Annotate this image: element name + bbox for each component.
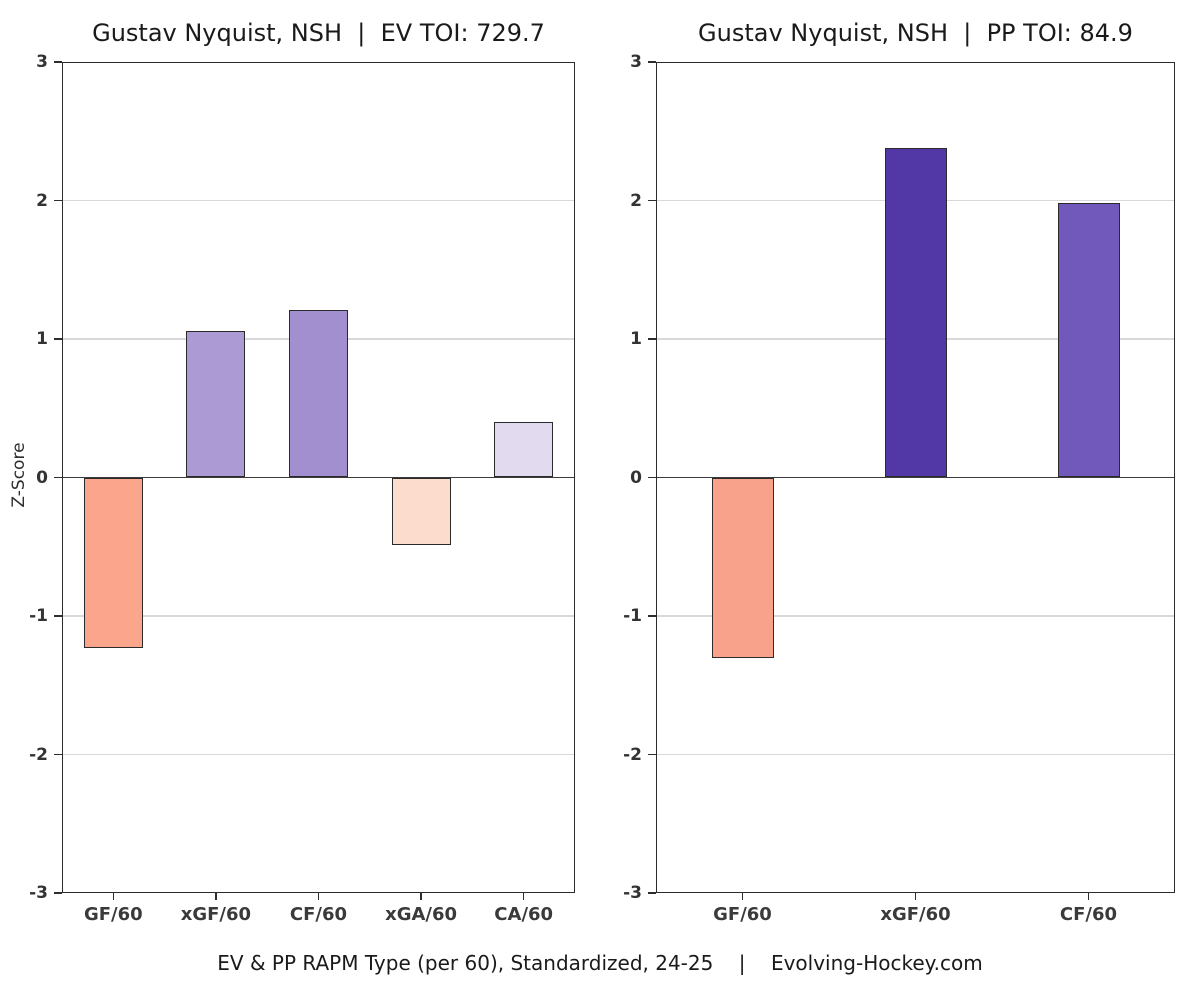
y-tick-label-1: 1: [36, 329, 48, 349]
y-tick-label--3: -3: [29, 883, 48, 903]
y-tick-mark-3: [648, 61, 656, 63]
x-tick-label-cf-60: CF/60: [1059, 904, 1118, 925]
x-tick-mark-ca-60: [522, 893, 525, 900]
x-tick-label-xga-60: xGA/60: [385, 904, 458, 925]
x-tick-label-gf-60: GF/60: [713, 904, 772, 925]
y-tick-label--2: -2: [29, 744, 48, 765]
y-tick-mark-0: [648, 476, 656, 479]
gridline-y--1: [62, 615, 575, 617]
y-tick-mark-2: [54, 199, 62, 202]
x-tick-label-xgf-60: xGF/60: [880, 904, 951, 925]
bar-gf-60: [711, 477, 774, 658]
x-tick-label-xgf-60: xGF/60: [180, 904, 252, 925]
zero-line: [656, 476, 1175, 479]
x-tick-mark-cf-60: [1087, 893, 1090, 900]
gridline-y--2: [656, 753, 1175, 756]
y-tick-mark-3: [54, 61, 62, 63]
y-tick-mark--3: [54, 892, 62, 894]
bar-ca-60: [494, 422, 554, 478]
y-tick-label-1: 1: [630, 329, 642, 349]
gridline-y--1: [656, 615, 1175, 617]
x-tick-mark-cf-60: [317, 893, 320, 900]
figure-caption: EV & PP RAPM Type (per 60), Standardized…: [217, 951, 983, 975]
y-tick-label-3: 3: [630, 52, 642, 72]
x-tick-mark-xga-60: [420, 893, 422, 900]
x-tick-label-gf-60: GF/60: [83, 904, 143, 925]
bar-xga-60: [391, 477, 451, 546]
plot-area-pp: -3 -2 -1 0 1 2 3 GF/60 xGF/60 CF/60: [623, 52, 1175, 925]
bar-xgf-60: [186, 330, 246, 478]
x-tick-mark-xgf-60: [215, 893, 217, 900]
bar-cf-60: [289, 309, 348, 478]
x-tick-label-cf-60: CF/60: [289, 904, 348, 925]
zero-line: [62, 476, 575, 479]
y-tick-label-3: 3: [36, 52, 48, 72]
x-tick-label-ca-60: CA/60: [494, 904, 554, 925]
x-tick-mark-xgf-60: [914, 893, 917, 900]
y-tick-mark-2: [648, 199, 656, 202]
y-tick-label--3: -3: [623, 883, 642, 903]
y-tick-mark--1: [648, 615, 656, 617]
y-tick-label-2: 2: [630, 190, 642, 211]
x-tick-mark-gf-60: [741, 893, 744, 900]
plot-area-ev: -3 -2 -1 0 1 2 3 GF/60 xGF/60 CF/60 xGA/60 CA/60: [29, 52, 575, 925]
gridline-y-2: [62, 199, 575, 202]
chart-title-pp: Gustav Nyquist, NSH | PP TOI: 84.9: [698, 19, 1133, 47]
y-tick-mark--1: [54, 615, 62, 617]
y-tick-label-2: 2: [36, 190, 48, 211]
bar-gf-60: [83, 477, 143, 648]
y-tick-mark--3: [648, 892, 656, 894]
x-tick-mark-gf-60: [112, 893, 115, 900]
bar-xgf-60: [884, 147, 947, 478]
y-tick-label--1: -1: [623, 606, 642, 626]
gridline-y--2: [62, 753, 575, 756]
y-tick-mark--2: [54, 753, 62, 756]
chart-title-ev: Gustav Nyquist, NSH | EV TOI: 729.7: [92, 19, 545, 47]
y-tick-label--2: -2: [623, 744, 642, 765]
y-tick-label--1: -1: [29, 606, 48, 626]
bar-cf-60: [1057, 203, 1120, 478]
y-tick-mark-1: [54, 338, 62, 340]
y-tick-mark-1: [648, 338, 656, 340]
y-tick-label-0: 0: [36, 467, 48, 488]
y-tick-mark--2: [648, 753, 656, 756]
y-tick-mark-0: [54, 476, 62, 479]
y-tick-label-0: 0: [630, 467, 642, 488]
